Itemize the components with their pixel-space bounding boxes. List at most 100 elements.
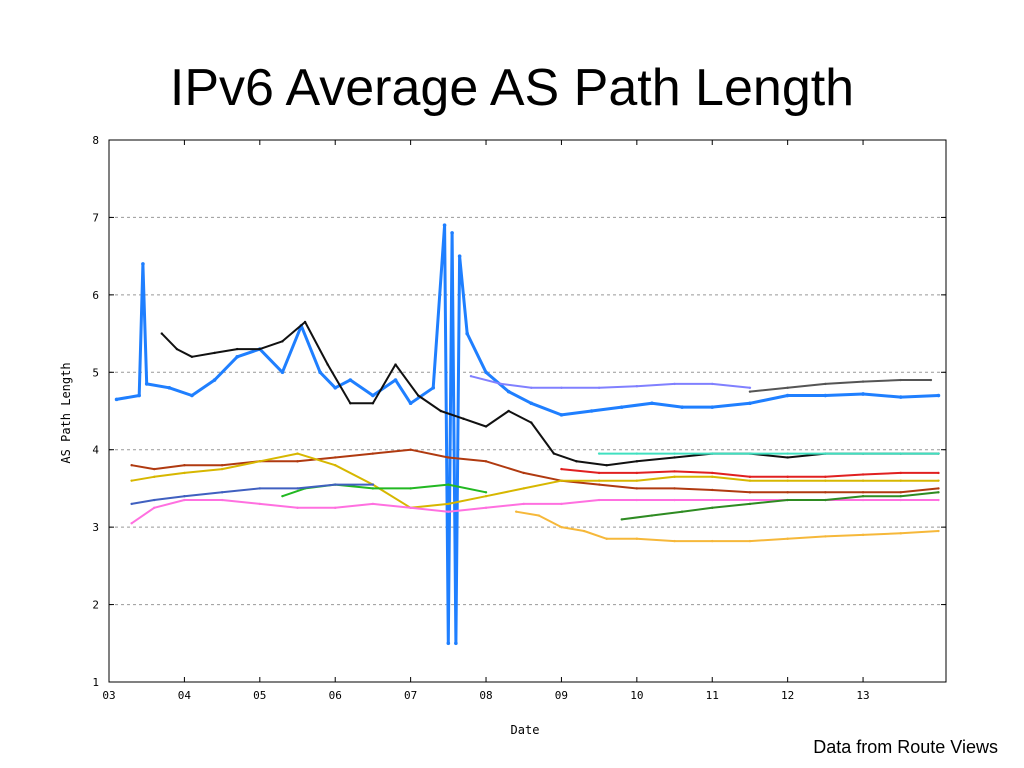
y-tick-label: 3 [92, 521, 99, 534]
data-point [220, 464, 224, 467]
data-point [130, 502, 133, 506]
data-point [748, 390, 752, 393]
series-line [116, 223, 939, 645]
data-source-credit: Data from Route Views [813, 737, 998, 757]
data-point [447, 510, 450, 513]
data-point [575, 460, 578, 463]
data-point [153, 506, 156, 509]
data-point [537, 514, 541, 517]
x-tick-label: 09 [555, 689, 568, 702]
data-point [861, 452, 865, 455]
data-point [348, 378, 353, 382]
series-line [470, 375, 751, 389]
data-point [711, 488, 714, 492]
data-point [235, 355, 239, 359]
data-point [318, 370, 322, 375]
data-point [212, 378, 217, 382]
data-point [220, 491, 224, 494]
data-point [680, 510, 684, 513]
data-point [183, 498, 186, 502]
data-point [371, 402, 375, 405]
data-point [861, 533, 865, 537]
data-point [349, 402, 352, 405]
plot-frame [108, 139, 947, 683]
data-point [635, 537, 639, 540]
data-point [673, 470, 676, 473]
data-point [462, 417, 465, 420]
data-point [144, 382, 149, 386]
data-point [635, 487, 639, 490]
data-point [786, 498, 789, 502]
data-point [137, 393, 141, 398]
data-point [409, 487, 412, 490]
data-point [371, 502, 375, 506]
data-point [605, 464, 608, 467]
data-point [899, 471, 902, 475]
data-point [281, 340, 284, 343]
x-tick-label: 05 [253, 689, 266, 702]
data-point [167, 385, 172, 390]
data-point [258, 487, 262, 490]
data-point [589, 409, 594, 413]
data-point [457, 254, 462, 258]
data-point [711, 471, 714, 475]
x-axis-ticks: 03 04 05 06 07 08 09 10 11 12 13 [102, 140, 870, 702]
x-tick-label: 06 [329, 689, 342, 702]
data-point [258, 502, 262, 506]
data-point [130, 464, 133, 467]
data-point [408, 401, 413, 406]
data-point [899, 532, 902, 535]
data-point [560, 386, 563, 389]
series-line [749, 379, 931, 393]
data-point [748, 475, 752, 479]
data-point [190, 393, 194, 398]
slide-title: IPv6 Average AS Path Length [169, 59, 855, 117]
y-tick-label: 6 [92, 289, 99, 302]
data-point [673, 452, 676, 455]
y-tick-label: 5 [92, 366, 99, 379]
data-point [824, 491, 827, 494]
data-point [680, 405, 684, 409]
data-point [484, 494, 488, 498]
data-point [280, 370, 285, 375]
data-point [823, 393, 828, 398]
data-point [258, 347, 262, 351]
data-point [442, 223, 447, 227]
series-line [161, 321, 939, 467]
data-point [748, 401, 752, 406]
data-point [711, 498, 714, 502]
data-point [861, 392, 865, 396]
data-point [673, 475, 676, 479]
series-line [516, 510, 939, 543]
data-point [673, 539, 676, 543]
x-tick-label: 11 [706, 689, 719, 702]
data-point [220, 467, 224, 471]
data-point [529, 401, 534, 406]
data-point [560, 479, 563, 482]
data-point [597, 483, 601, 486]
data-point [190, 355, 194, 358]
data-point [899, 452, 902, 455]
data-point [786, 491, 789, 494]
data-point [597, 471, 601, 475]
data-point [937, 471, 940, 475]
data-point [560, 525, 563, 529]
data-point [506, 389, 511, 394]
series-line [131, 483, 373, 505]
data-point [416, 394, 420, 397]
data-point [786, 537, 789, 540]
x-tick-label: 07 [404, 689, 417, 702]
data-point [522, 502, 525, 506]
data-point [937, 452, 940, 455]
data-point [785, 393, 790, 398]
data-point [605, 537, 608, 540]
data-point [560, 502, 563, 506]
data-point [635, 460, 639, 463]
data-point [258, 460, 262, 463]
data-point [559, 413, 564, 417]
data-point [620, 518, 623, 521]
x-axis-title: Date [511, 723, 540, 737]
data-point [748, 452, 752, 455]
data-point [220, 498, 224, 502]
data-point [711, 475, 714, 479]
